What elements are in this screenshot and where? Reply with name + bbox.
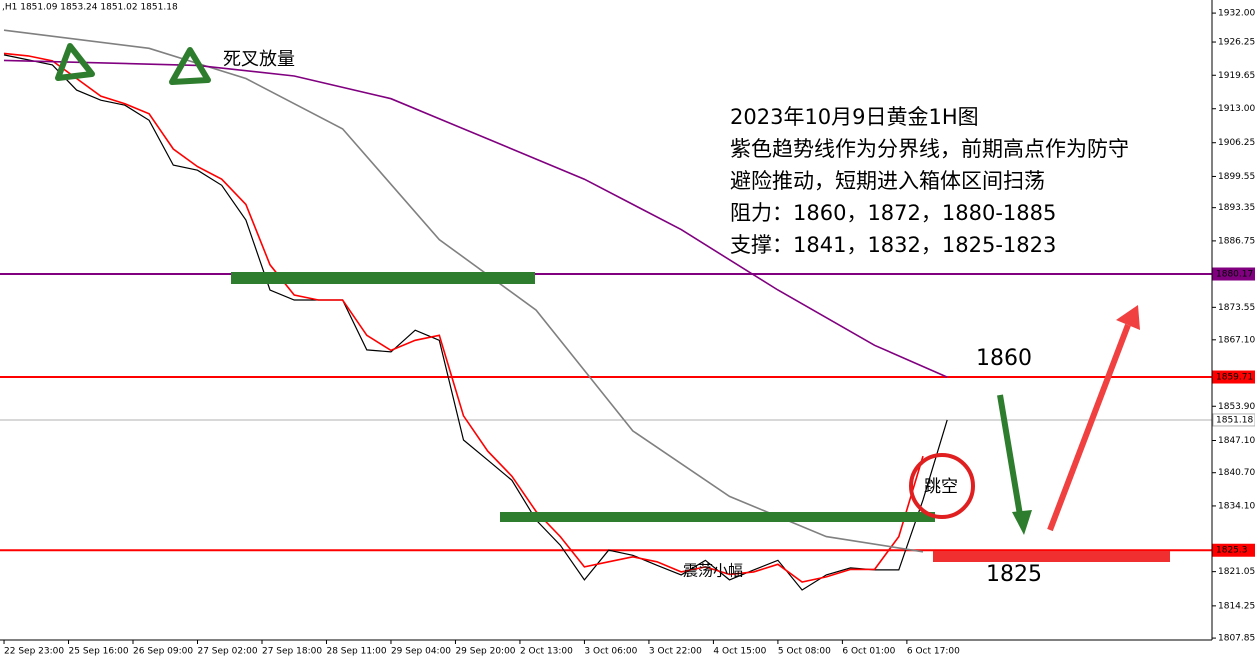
x-tick-label: 5 Oct 08:00 [778,647,831,657]
up-arrow [1047,323,1131,532]
y-tick-label: 1899.55 [1218,172,1255,182]
cross-label: 死叉放量 [223,49,295,70]
x-tick-label: 2 Oct 13:00 [520,647,573,657]
x-tick-label: 29 Sep 04:00 [391,647,451,657]
y-tick-label: 1886.75 [1218,236,1255,246]
y-tick-label: 1913.00 [1218,104,1255,114]
level-label: 1825.3 [1216,546,1248,556]
analysis-notes: 2023年10月9日黄金1H图紫色趋势线作为分界线，前期高点作为防守避险推动，短… [730,105,1129,257]
level-tag [1212,543,1255,557]
x-tick-label: 4 Oct 15:00 [713,647,766,657]
x-tick-label: 28 Sep 11:00 [326,647,386,657]
x-tick-label: 6 Oct 17:00 [907,647,960,657]
y-tick-label: 1847.10 [1218,436,1255,446]
x-tick-label: 29 Sep 20:00 [455,647,515,657]
level-tag [1212,370,1255,384]
x-tick-label: 6 Oct 01:00 [842,647,895,657]
x-tick-label: 27 Sep 02:00 [197,647,257,657]
down-arrow-head [1012,510,1032,535]
note-line: 支撑：1841，1832，1825-1823 [730,233,1056,257]
range-label: 震荡小幅 [683,562,743,580]
x-tick-label: 25 Sep 16:00 [69,647,129,657]
y-tick-label: 1893.35 [1218,203,1255,213]
gap-label: 跳空 [924,477,958,497]
y-tick-label: 1834.10 [1218,501,1255,511]
x-tick-label: 26 Sep 09:00 [133,647,193,657]
y-tick-label: 1873.55 [1218,303,1255,313]
note-line: 阻力：1860，1872，1880-1885 [730,201,1056,225]
level-label: 1825 [986,562,1042,587]
level-tag [1212,267,1255,281]
y-tick-label: 1814.25 [1218,601,1255,611]
level-label: 1860 [976,346,1032,371]
x-tick-label: 22 Sep 23:00 [4,647,64,657]
y-tick-label: 1926.25 [1218,38,1255,48]
resistance-zone [231,272,535,284]
note-line: 2023年10月9日黄金1H图 [730,105,979,129]
x-tick-label: 3 Oct 06:00 [584,647,637,657]
y-tick-label: 1840.70 [1218,468,1255,478]
price-line [3,52,924,583]
y-tick-label: 1821.05 [1218,567,1255,577]
gap-circle [909,453,975,519]
down-arrow [997,394,1023,516]
box-top-zone [500,512,935,522]
cross-marker [55,43,211,85]
y-tick-label: 1853.90 [1218,402,1255,412]
y-tick-label: 1807.85 [1218,634,1255,644]
level-label: 1880.17 [1216,270,1253,280]
price-line [3,54,948,591]
note-line: 避险推动，短期进入箱体区间扫荡 [730,169,1045,193]
price-line [3,59,948,378]
level-label: 1859.71 [1216,373,1253,383]
y-tick-label: 1932.00 [1218,9,1255,19]
y-tick-label: 1867.10 [1218,335,1255,345]
support-zone [933,551,1170,562]
y-tick-label: 1906.25 [1218,138,1255,148]
level-label: 1851.18 [1216,415,1253,425]
note-line: 紫色趋势线作为分界线，前期高点作为防守 [730,137,1129,161]
y-tick-label: 1919.65 [1218,71,1255,81]
level-tag [1212,413,1255,427]
x-tick-label: 27 Sep 18:00 [262,647,322,657]
x-tick-label: 3 Oct 22:00 [649,647,702,657]
header: ,H1 1851.09 1853.24 1851.02 1851.18 [2,3,178,13]
up-arrow-head [1116,305,1140,330]
